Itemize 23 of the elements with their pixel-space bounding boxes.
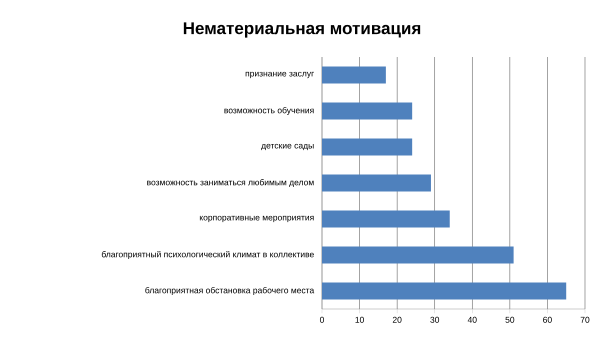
bar [322,210,450,228]
x-tick-label: 30 [430,316,440,323]
x-tick-label: 20 [392,316,402,323]
chart-title: Нематериальная мотивация [184,22,420,38]
x-tick-label: 70 [580,316,590,323]
y-tick-label: признание заслуг [246,72,314,78]
bar [322,66,386,84]
y-tick-label: благоприятная обстановка рабочего места [145,286,314,295]
x-tick-label: 10 [355,316,364,323]
x-tick-label: 50 [505,316,514,323]
y-tick-label: детские сады [261,144,314,150]
bar [322,282,566,300]
bar [322,174,431,192]
x-tick-label: 60 [543,316,552,323]
bar [322,102,412,120]
y-tick-label: корпоративные мероприятия [200,216,314,222]
bar [322,138,412,156]
y-tick-label: возможность заниматься любимым делом [147,179,314,187]
x-tick-label: 0 [320,316,324,323]
y-tick-label: благоприятный психологический климат в коллективе [102,250,314,260]
bar [322,246,514,264]
y-tick-label: возможность обучения [224,107,314,115]
x-tick-label: 40 [468,316,477,323]
